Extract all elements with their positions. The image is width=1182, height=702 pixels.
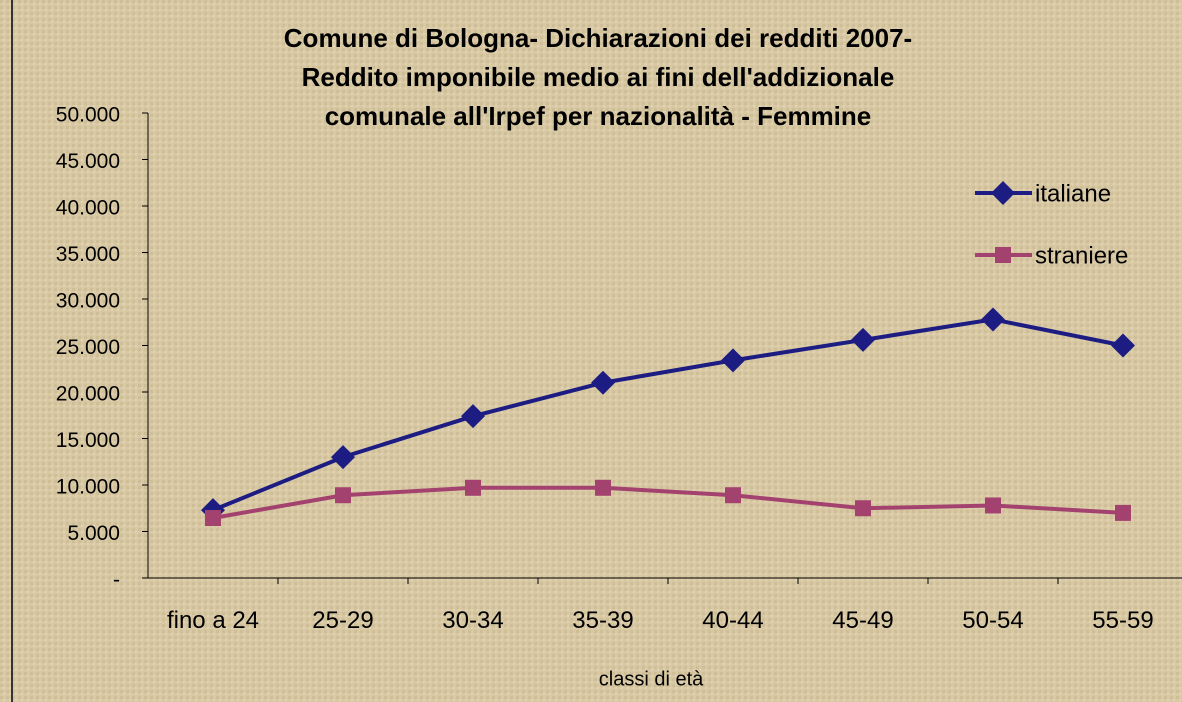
- x-axis-label: classi di età: [599, 668, 704, 690]
- y-tick-label: 25.000: [56, 336, 120, 359]
- chart-title: Reddito imponibile medio ai fini dell'ad…: [302, 62, 895, 92]
- y-tick-label: 50.000: [56, 104, 120, 127]
- marker: [855, 500, 871, 517]
- legend-label: straniere: [1035, 242, 1128, 269]
- marker: [595, 479, 611, 496]
- marker: [725, 487, 741, 504]
- marker: [591, 370, 615, 395]
- y-tick-label: 5.000: [67, 522, 120, 545]
- marker: [851, 327, 875, 352]
- y-tick-label: 20.000: [56, 383, 120, 406]
- y-tick-label: 40.000: [56, 197, 120, 220]
- marker: [331, 445, 355, 470]
- y-tick-label: 10.000: [56, 476, 120, 499]
- chart-title: comunale all'Irpef per nazionalità - Fem…: [325, 101, 872, 131]
- x-tick-label: 45-49: [832, 607, 894, 634]
- chart-title: Comune di Bologna- Dichiarazioni dei red…: [284, 23, 912, 53]
- series-line: [212, 485, 1124, 520]
- series-line: [212, 317, 1124, 512]
- x-tick-label: 40-44: [702, 607, 764, 634]
- marker: [461, 404, 485, 429]
- x-tick-label: 55-59: [1092, 607, 1154, 634]
- y-tick-label: 35.000: [56, 243, 120, 266]
- y-tick-label: -: [113, 569, 120, 592]
- y-tick-label: 30.000: [56, 290, 120, 313]
- marker: [721, 348, 745, 373]
- x-tick-label: 25-29: [312, 607, 374, 634]
- y-tick-label: 45.000: [56, 150, 120, 173]
- x-tick-label: 30-34: [442, 607, 504, 634]
- marker: [995, 247, 1011, 263]
- marker: [465, 479, 481, 496]
- y-tick-label: 15.000: [56, 429, 120, 452]
- marker: [205, 510, 221, 527]
- marker: [1115, 504, 1131, 521]
- marker: [985, 497, 1001, 514]
- marker: [335, 487, 351, 504]
- marker: [1111, 333, 1135, 358]
- legend-label: italiane: [1035, 180, 1111, 207]
- marker: [981, 307, 1005, 332]
- x-tick-label: fino a 24: [166, 607, 260, 634]
- marker: [991, 181, 1015, 205]
- x-tick-label: 50-54: [962, 607, 1024, 634]
- x-tick-label: 35-39: [572, 607, 634, 634]
